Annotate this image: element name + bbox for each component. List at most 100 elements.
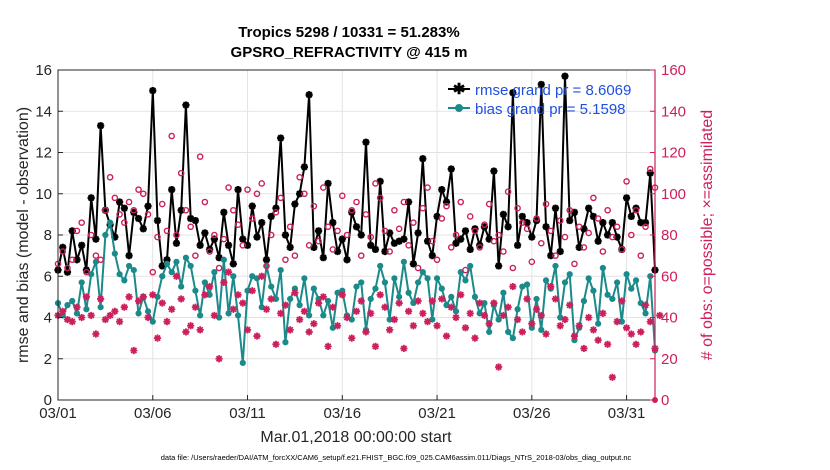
rmse-point: [641, 219, 650, 227]
possible-count-point: [642, 223, 649, 231]
assimilated-count-point: [248, 287, 256, 295]
y-tick-label: 12: [35, 145, 52, 162]
possible-count-point: [291, 252, 299, 259]
bias-point: [173, 258, 180, 265]
bias-point: [505, 328, 512, 336]
bias-point: [78, 279, 85, 286]
assimilated-count-point: [471, 334, 479, 342]
bias-point: [69, 297, 76, 305]
possible-count-point: [632, 206, 640, 214]
rmse-point: [613, 233, 621, 241]
possible-count-point: [301, 190, 308, 198]
rmse-point: [87, 194, 95, 202]
rmse-point: [338, 235, 346, 243]
possible-count-point: [234, 221, 242, 228]
assimilated-count-point: [513, 315, 522, 324]
bias-point: [391, 275, 398, 282]
bias-point: [135, 310, 142, 317]
y-tick-label: 16: [35, 62, 52, 79]
possible-count-point: [92, 252, 100, 259]
possible-count-point: [405, 242, 412, 249]
rmse-point: [495, 262, 503, 270]
rmse-point: [187, 214, 195, 223]
assimilated-count-point: [362, 328, 370, 336]
rmse-point: [466, 245, 474, 254]
rmse-point: [343, 256, 351, 264]
possible-count-point: [362, 211, 370, 218]
rmse-point: [627, 212, 635, 221]
bias-point: [424, 275, 431, 282]
possible-count-point: [121, 219, 128, 226]
y2-tick-label: 40: [661, 310, 678, 327]
possible-count-point: [348, 206, 356, 214]
assimilated-count-point: [286, 326, 294, 334]
rmse-point: [63, 268, 72, 276]
bias-point: [296, 302, 303, 309]
assimilated-count-point: [357, 297, 365, 305]
possible-count-point: [305, 242, 313, 249]
assimilated-count-point: [196, 326, 204, 334]
assimilated-count-point: [191, 303, 200, 311]
assimilated-count-point: [106, 311, 114, 320]
assimilated-count-point: [547, 282, 555, 291]
possible-count-point: [637, 252, 645, 259]
possible-count-point: [566, 206, 574, 214]
possible-count-point: [334, 227, 341, 235]
assimilated-count-point: [343, 313, 351, 322]
rmse-point: [286, 243, 294, 251]
bias-point: [187, 262, 194, 270]
possible-count-point: [215, 264, 223, 272]
bias-point: [566, 271, 573, 278]
rmse-point: [528, 233, 536, 241]
assimilated-count-point: [622, 324, 631, 332]
rmse-point: [433, 212, 441, 221]
rmse-point: [551, 204, 560, 212]
bias-point: [116, 271, 123, 278]
rmse-point: [310, 243, 318, 251]
rmse-point: [537, 80, 545, 89]
possible-count-point: [443, 202, 450, 210]
rmse-point: [561, 72, 569, 80]
bias-point: [396, 293, 403, 300]
assimilated-count-point: [405, 307, 413, 315]
possible-count-point: [225, 184, 232, 191]
rmse-point: [68, 227, 76, 235]
bias-point: [495, 316, 502, 323]
bias-point: [225, 310, 232, 317]
x-tick-label: 03/16: [324, 405, 362, 422]
possible-count-point: [139, 190, 147, 198]
bias-point: [306, 312, 313, 319]
possible-count-point: [504, 188, 512, 195]
possible-count-point: [438, 215, 446, 222]
rmse-point: [210, 235, 218, 243]
assimilated-count-point: [59, 307, 67, 315]
possible-count-point: [338, 192, 346, 200]
possible-count-point: [130, 206, 138, 214]
assimilated-count-point: [352, 307, 361, 315]
assimilated-count-point: [618, 297, 626, 305]
assimilated-count-point: [499, 311, 507, 320]
bias-point: [595, 320, 602, 327]
bias-point: [301, 275, 308, 282]
assimilated-count-point: [310, 320, 318, 328]
rmse-point: [239, 235, 247, 243]
rmse-point: [296, 190, 304, 198]
assimilated-count-point: [153, 334, 162, 342]
rmse-point: [139, 225, 147, 233]
rmse-point: [599, 219, 607, 227]
bias-point: [192, 287, 199, 294]
possible-count-point: [580, 244, 588, 251]
possible-count-point: [158, 200, 166, 208]
bias-point: [230, 273, 237, 280]
assimilated-count-point: [220, 278, 228, 287]
bias-point: [287, 295, 294, 303]
rmse-point: [163, 256, 171, 264]
rmse-point: [224, 241, 233, 249]
bias-point: [277, 266, 284, 274]
possible-count-point: [571, 260, 578, 268]
bias-point: [353, 283, 360, 290]
assimilated-count-point: [130, 346, 138, 355]
assimilated-count-point: [224, 268, 233, 276]
x-tick-label: 03/26: [513, 405, 551, 422]
bias-point: [367, 295, 374, 303]
